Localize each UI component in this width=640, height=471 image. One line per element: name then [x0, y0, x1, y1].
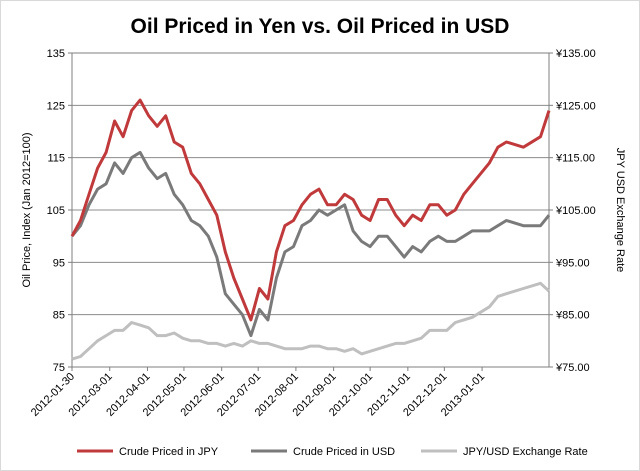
- right-axis: ¥75.00 ¥85.00 ¥95.00 ¥105.00 ¥115.00 ¥125.00 ¥…: [549, 48, 596, 374]
- left-tick-label: 115: [47, 153, 65, 165]
- right-tick-label: ¥125.00: [555, 100, 596, 112]
- x-axis: 2012-01-302012-03-012012-04-012012-05-01…: [29, 367, 487, 419]
- series-usd-line: [70, 150, 551, 338]
- left-tick-label: 85: [53, 310, 65, 322]
- left-axis: 75 85 95 105 115 125 135: [47, 48, 72, 374]
- right-tick-label: ¥105.00: [555, 205, 596, 217]
- left-tick-label: 105: [47, 205, 65, 217]
- left-tick-label: 75: [53, 362, 65, 374]
- series-fx-line: [71, 281, 551, 361]
- legend-label: Crude Priced in USD: [293, 446, 395, 458]
- left-tick-label: 135: [47, 48, 65, 60]
- right-tick-label: ¥85.00: [555, 310, 590, 322]
- legend-label: JPY/USD Exchange Rate: [463, 446, 588, 458]
- series-jpy-line: [70, 98, 551, 322]
- right-tick-label: ¥135.00: [555, 48, 596, 60]
- series-layer: [70, 98, 551, 361]
- legend-label: Crude Priced in JPY: [119, 446, 219, 458]
- left-axis-label: Oil Price, Index (Jan 2012=100): [21, 132, 33, 287]
- right-tick-label: ¥75.00: [555, 362, 590, 374]
- left-tick-label: 125: [47, 100, 65, 112]
- left-tick-label: 95: [53, 257, 65, 269]
- legend: Crude Priced in JPY Crude Priced in USD JP…: [77, 446, 588, 458]
- chart-title: Oil Priced in Yen vs. Oil Priced in USD: [131, 15, 510, 38]
- right-tick-label: ¥115.00: [555, 153, 595, 165]
- right-tick-label: ¥95.00: [555, 257, 590, 269]
- right-axis-label: JPY USD Exchange Rate: [614, 148, 626, 273]
- gridlines: [72, 52, 549, 368]
